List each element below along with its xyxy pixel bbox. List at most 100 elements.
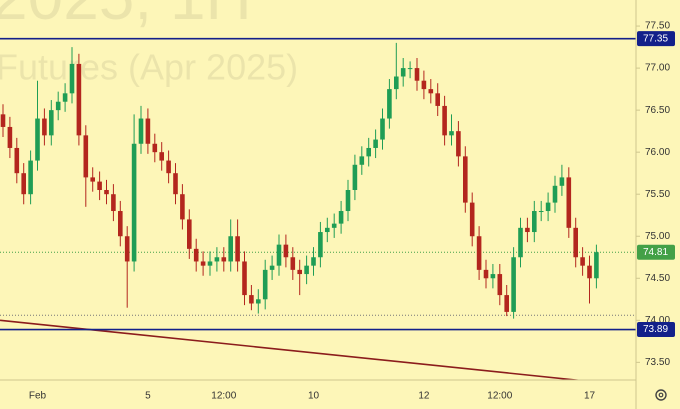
candle-body (42, 118, 47, 136)
watermark-symbol: 2025, 1H (0, 0, 252, 33)
candle-body (476, 236, 482, 270)
candle-body (525, 227, 530, 233)
candle-body (518, 227, 523, 258)
y-tick-label: 77.50 (645, 21, 670, 32)
candle-body (104, 190, 109, 195)
candle-body (7, 126, 13, 148)
candle-body (325, 227, 330, 233)
candle-body (456, 131, 461, 157)
candle-body (511, 257, 516, 312)
y-tick-label: 74.50 (645, 273, 670, 284)
y-tick-label: 75.00 (645, 231, 670, 242)
candle-body (407, 68, 413, 70)
candle-body (111, 194, 116, 212)
candle-body (414, 68, 420, 81)
candle-body (587, 265, 592, 279)
candle-body (28, 160, 33, 195)
candle-body (152, 143, 158, 153)
candle-body (76, 63, 82, 136)
y-tick-label: 76.50 (645, 105, 670, 116)
candle-body (221, 257, 227, 262)
x-tick-label: 17 (584, 391, 596, 402)
candle-body (594, 252, 599, 279)
candle-body (166, 160, 171, 174)
candle-body (55, 101, 61, 111)
candle-body (214, 257, 220, 262)
candle-body (359, 156, 365, 165)
candle-body (483, 269, 489, 279)
candle-body (124, 236, 130, 262)
candle-body (249, 295, 254, 304)
candle-body (0, 114, 6, 127)
candle-body (566, 177, 572, 228)
candle-body (345, 190, 351, 212)
candle-body (276, 244, 282, 266)
candle-body (262, 269, 268, 300)
candle-body (14, 147, 20, 174)
x-tick-label: 12 (418, 391, 430, 402)
candle-body (207, 261, 213, 266)
candle-body (235, 236, 240, 262)
candle-body (400, 68, 406, 77)
plot-area (0, 37, 636, 380)
candle-body (173, 173, 178, 195)
candle-body (545, 202, 551, 212)
candle-body (449, 131, 454, 136)
candle-body (380, 118, 385, 140)
y-tick-label: 73.50 (645, 357, 670, 368)
candle-body (145, 118, 151, 144)
watermark-description: Futures (Apr 2025) (0, 47, 298, 88)
y-tick-label: 77.00 (645, 63, 670, 74)
candle-body (83, 135, 89, 178)
y-tick-label: 76.00 (645, 147, 670, 158)
candle-body (504, 295, 509, 312)
candle-body (387, 89, 392, 119)
candle-body (331, 223, 337, 228)
x-tick-label: Feb (29, 391, 47, 402)
level-box (637, 31, 675, 47)
candle-body (193, 248, 199, 262)
candle-body (228, 236, 233, 262)
candle-body (269, 265, 275, 270)
last-price-label: 74.81 (643, 247, 668, 258)
candle-body (352, 164, 358, 190)
candle-body (297, 269, 302, 275)
settings-icon[interactable] (655, 389, 667, 401)
y-tick-label: 75.50 (645, 189, 670, 200)
candle-body (428, 89, 434, 94)
level-box (637, 322, 675, 338)
candle-body (242, 261, 247, 296)
x-tick-label: 5 (145, 391, 151, 402)
candle-body (338, 211, 344, 224)
candle-body (49, 110, 54, 136)
candle-body (69, 63, 75, 94)
candle-body (538, 211, 544, 213)
candle-body (559, 177, 565, 186)
last-price-box (637, 244, 675, 260)
candle-body (490, 274, 496, 279)
level-label: 77.35 (643, 33, 668, 44)
candle-body (290, 257, 296, 270)
candle-body (62, 93, 68, 102)
level-label: 73.89 (643, 324, 668, 335)
y-tick-label: 74.00 (645, 315, 670, 326)
x-tick-label: 12:00 (487, 391, 512, 402)
candle-body (421, 80, 427, 90)
candle-body (90, 177, 95, 182)
candle-body (573, 227, 578, 258)
candle-body (21, 173, 26, 195)
candle-body (552, 185, 558, 203)
x-tick-label: 10 (308, 391, 320, 402)
candle-body (159, 152, 164, 161)
candle-body (394, 76, 399, 90)
candle-body (138, 118, 144, 144)
candle-body (256, 299, 261, 304)
candle-body (187, 219, 192, 249)
candle-body (463, 156, 468, 203)
candle-body (497, 274, 503, 296)
candle-body (318, 232, 323, 258)
trendline (0, 319, 584, 380)
candle-body (118, 211, 123, 237)
candle-body (442, 105, 447, 136)
